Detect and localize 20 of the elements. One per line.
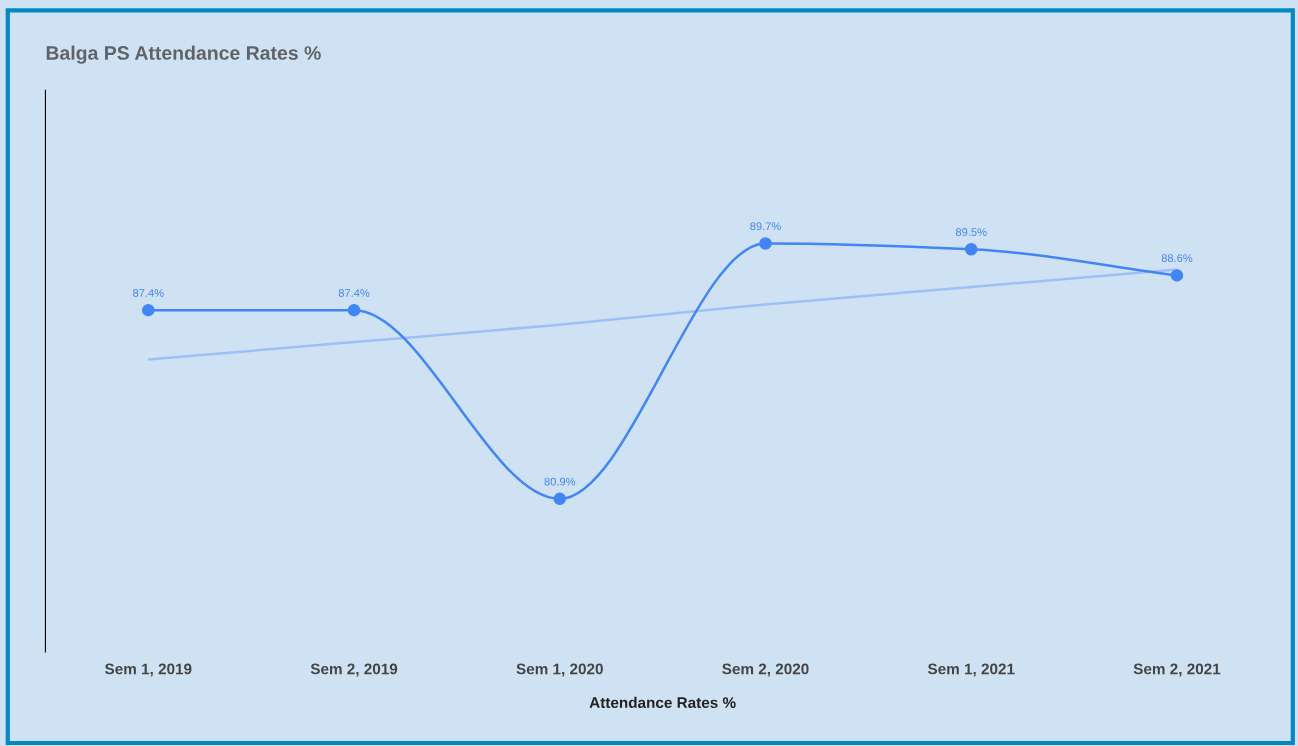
x-axis-title: Attendance Rates %	[589, 696, 736, 709]
data-label: 88.6%	[1161, 254, 1193, 263]
point	[759, 237, 772, 250]
data-label: 89.5%	[955, 228, 987, 236]
point	[964, 243, 978, 256]
point	[142, 303, 155, 317]
x-tick-label: Sem 2, 2020	[722, 663, 809, 677]
point	[553, 492, 567, 506]
x-tick-label: Sem 2, 2019	[310, 663, 398, 677]
data-label: 89.7%	[750, 222, 781, 231]
x-tick-label: Sem 1, 2021	[927, 663, 1015, 677]
x-tick-label: Sem 1, 2019	[104, 663, 192, 677]
x-tick-label: Sem 2, 2021	[1133, 663, 1221, 677]
x-tick-label: Sem 1, 2020	[516, 663, 603, 677]
data-label: 87.4%	[133, 289, 164, 297]
chart-title: Balga PS Attendance Rates %	[46, 45, 321, 64]
point	[347, 303, 361, 317]
point	[1170, 269, 1184, 282]
data-label: 87.4%	[338, 289, 370, 297]
data-label: 80.9%	[544, 477, 576, 486]
